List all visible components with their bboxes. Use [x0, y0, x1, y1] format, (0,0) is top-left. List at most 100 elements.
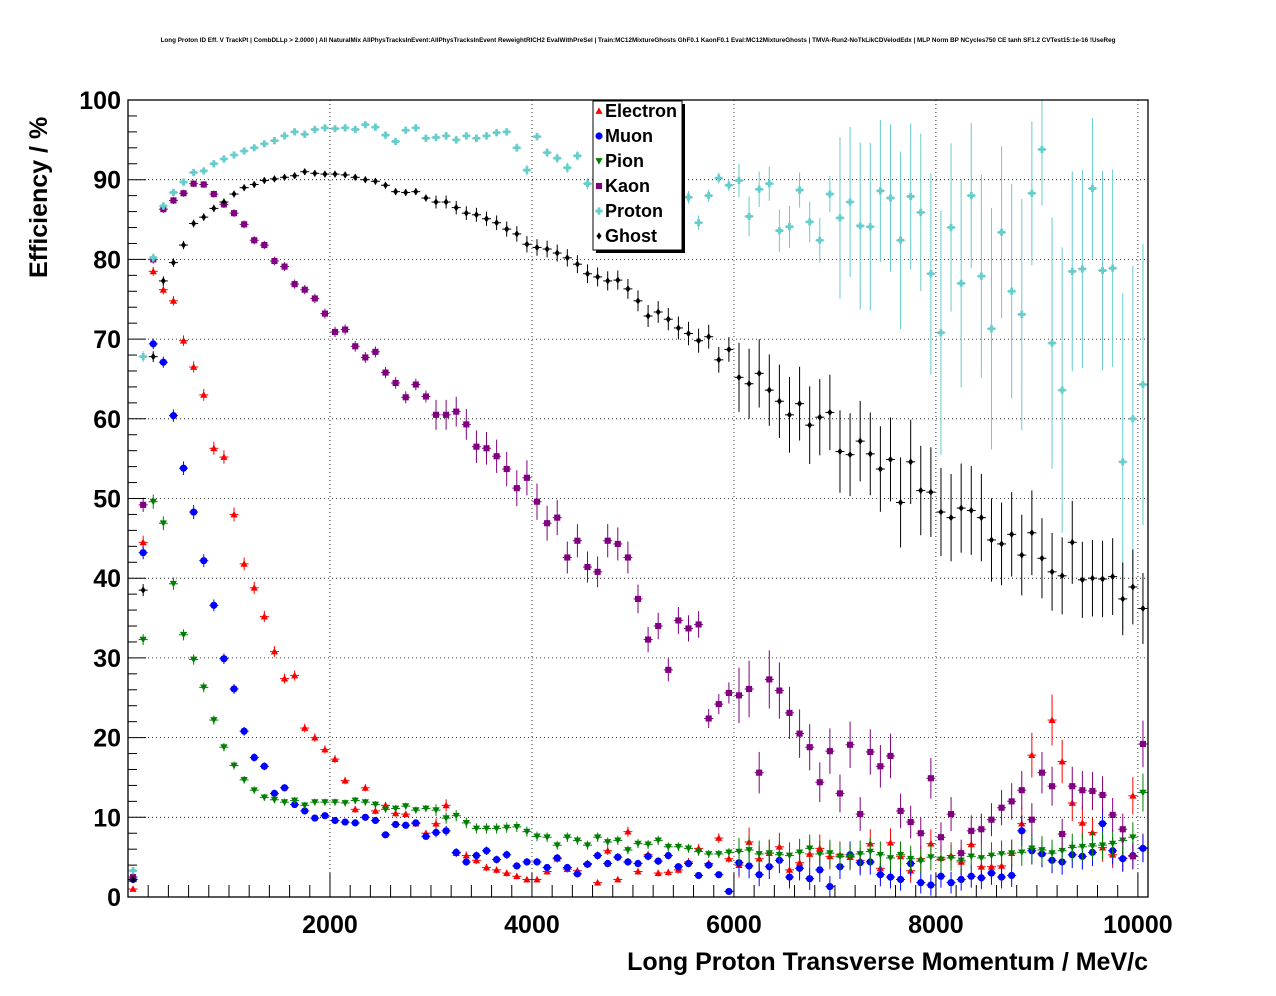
data-point — [512, 143, 522, 153]
point-marker — [533, 498, 541, 505]
point-marker — [553, 842, 561, 849]
point-marker — [179, 178, 188, 186]
data-point — [653, 857, 663, 865]
data-point — [360, 176, 370, 184]
data-point — [401, 802, 411, 810]
data-point — [1138, 243, 1148, 526]
point-marker — [1038, 769, 1046, 776]
data-point — [865, 142, 875, 311]
data-point — [441, 812, 451, 824]
point-marker — [201, 213, 207, 221]
data-point — [381, 831, 391, 839]
y-tick-label: 0 — [107, 884, 121, 912]
point-marker — [624, 828, 632, 835]
data-point — [593, 267, 603, 287]
data-point — [482, 863, 492, 872]
data-point — [694, 215, 704, 231]
data-point — [825, 876, 835, 897]
point-marker — [1028, 189, 1036, 197]
y-tick-label: 20 — [93, 725, 121, 753]
data-point — [623, 845, 633, 855]
data-point — [158, 285, 168, 295]
data-point — [502, 451, 512, 487]
x-tick-label: 8000 — [908, 911, 964, 939]
data-point — [360, 813, 370, 821]
point-marker — [452, 136, 460, 144]
data-point — [885, 417, 895, 502]
data-point — [280, 132, 290, 140]
data-point — [966, 815, 976, 847]
point-marker — [361, 799, 369, 806]
legend-label: Kaon — [605, 176, 650, 196]
point-marker — [1119, 855, 1127, 863]
data-point — [572, 835, 582, 846]
point-marker — [291, 800, 299, 809]
data-point — [1077, 832, 1087, 861]
point-marker — [352, 173, 358, 181]
point-marker — [301, 130, 309, 138]
data-point — [532, 875, 542, 883]
point-marker — [331, 125, 339, 133]
point-marker — [1098, 266, 1107, 275]
point-marker — [917, 830, 924, 837]
point-marker — [1019, 551, 1025, 559]
point-marker — [725, 887, 733, 896]
point-marker — [1089, 787, 1096, 795]
data-point — [603, 271, 613, 291]
data-point — [956, 463, 966, 553]
data-point — [1108, 829, 1118, 858]
data-point — [391, 188, 401, 196]
data-point — [350, 173, 360, 181]
data-point — [1057, 818, 1067, 850]
point-marker — [614, 837, 622, 845]
point-marker — [514, 230, 520, 238]
point-marker — [997, 873, 1006, 881]
point-marker — [977, 272, 985, 280]
point-marker — [150, 353, 156, 361]
point-marker — [725, 855, 733, 862]
point-marker — [311, 295, 318, 302]
point-marker — [251, 180, 257, 189]
point-marker — [463, 209, 469, 217]
point-marker — [816, 866, 824, 874]
point-marker — [595, 273, 601, 281]
data-point — [835, 410, 845, 493]
data-point — [168, 409, 178, 422]
point-marker — [785, 873, 794, 881]
point-marker — [1008, 798, 1015, 805]
data-point — [350, 819, 360, 827]
point-marker — [1129, 834, 1137, 841]
data-point — [1027, 121, 1037, 266]
data-point — [148, 494, 158, 509]
point-marker — [351, 125, 359, 134]
point-marker — [280, 784, 289, 792]
point-marker — [1100, 575, 1106, 583]
data-point — [643, 839, 653, 849]
point-marker — [573, 870, 582, 878]
data-point — [593, 851, 603, 860]
point-marker — [462, 819, 470, 827]
data-point — [1087, 771, 1097, 811]
point-marker — [169, 297, 178, 304]
point-marker — [1119, 826, 1126, 833]
point-marker — [402, 126, 410, 134]
point-marker — [422, 393, 429, 400]
data-point — [1047, 217, 1057, 469]
point-marker — [1068, 844, 1076, 852]
data-point — [229, 507, 239, 522]
point-marker — [1129, 792, 1137, 799]
point-marker — [543, 863, 551, 872]
data-point — [1077, 169, 1087, 369]
data-point — [522, 236, 532, 253]
point-marker — [544, 520, 551, 527]
data-point — [320, 170, 330, 178]
point-marker — [746, 685, 753, 693]
point-marker — [816, 236, 824, 244]
point-marker — [432, 133, 440, 142]
data-point — [694, 871, 704, 880]
data-point — [451, 396, 461, 427]
point-marker — [685, 329, 692, 338]
data-point — [128, 885, 138, 892]
data-point — [593, 556, 603, 588]
point-marker — [453, 203, 459, 212]
